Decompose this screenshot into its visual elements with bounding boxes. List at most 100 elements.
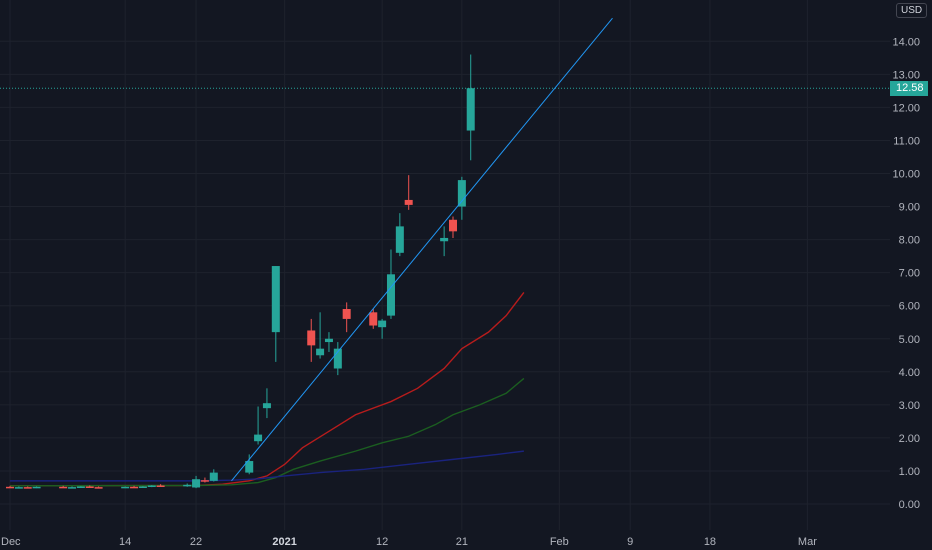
candle: [76, 486, 85, 488]
y-tick-label: 8.00: [899, 235, 920, 247]
y-tick-label: 4.00: [899, 367, 920, 379]
candle-body: [147, 485, 156, 487]
moving-average-lines: [9, 292, 525, 487]
candle-body: [395, 226, 404, 253]
y-tick-label: 12.00: [892, 102, 920, 114]
price-axis[interactable]: 0.00 1.00 2.00 3.00 4.00 5.00 6.00 7.00 8.00 9.00…: [892, 36, 920, 511]
candle: [457, 176, 466, 220]
y-tick-label: 11.00: [893, 135, 920, 147]
candle-body: [404, 199, 413, 205]
candle: [121, 486, 130, 489]
candle-body: [14, 487, 23, 489]
candle: [378, 318, 387, 339]
candle-body: [121, 486, 130, 489]
candle-body: [271, 266, 280, 333]
candle-body: [138, 486, 147, 488]
candle-body: [324, 338, 333, 343]
candle: [386, 249, 395, 319]
candle: [333, 342, 342, 376]
candle: [307, 318, 316, 362]
candle: [156, 484, 165, 487]
candle-body: [6, 486, 14, 489]
candle: [23, 486, 32, 489]
candle-body: [316, 348, 325, 356]
candle: [147, 485, 156, 488]
candle: [209, 469, 218, 482]
candle-body: [85, 486, 94, 488]
x-tick-label: Feb: [550, 536, 569, 548]
candle-body: [440, 237, 449, 242]
candle-body: [156, 485, 165, 487]
y-tick-label: 0.00: [899, 499, 920, 511]
candle: [271, 266, 280, 362]
moving-average-line: [9, 377, 525, 487]
candle: [262, 388, 271, 419]
x-tick-label: Mar: [798, 536, 817, 548]
candle-body: [307, 330, 316, 346]
last-price-badge: 12.58: [890, 81, 928, 96]
y-tick-label: 7.00: [899, 268, 920, 280]
candle: [138, 486, 147, 488]
candle-body: [245, 461, 254, 473]
candle-body: [32, 486, 41, 489]
candle-body: [369, 312, 378, 326]
candle: [183, 483, 192, 487]
y-tick-label: 9.00: [899, 202, 920, 214]
moving-average-line: [10, 450, 524, 482]
y-tick-label: 6.00: [899, 301, 920, 313]
candle-body: [23, 487, 32, 489]
candle-body: [76, 486, 85, 488]
candle: [395, 213, 404, 257]
x-tick-label: 18: [704, 536, 716, 548]
candle: [254, 406, 263, 445]
candle: [85, 485, 94, 488]
candle-body: [342, 309, 351, 319]
candle: [404, 175, 413, 210]
candle-body: [262, 403, 271, 409]
candle-body: [254, 434, 263, 442]
x-tick-label: Dec: [1, 536, 21, 548]
candle-body: [333, 348, 342, 369]
candle-body: [94, 487, 103, 489]
moving-average-line: [9, 292, 525, 487]
candle: [245, 454, 254, 475]
candlestick-series: [6, 54, 475, 489]
y-tick-label: 3.00: [899, 400, 920, 412]
candle-body: [130, 486, 139, 489]
candle: [316, 312, 325, 359]
y-tick-label: 14.00: [892, 36, 920, 48]
candle-body: [449, 219, 457, 232]
x-tick-label: 2021: [272, 536, 296, 548]
y-tick-label: 10.00: [892, 169, 920, 181]
candle: [449, 216, 457, 238]
candle: [14, 486, 23, 489]
x-tick-label: 9: [627, 536, 633, 548]
candle-body: [200, 480, 209, 482]
candle-body: [386, 274, 395, 316]
chart-grid: [0, 0, 890, 530]
y-tick-label: 1.00: [899, 466, 920, 478]
candle: [369, 309, 378, 329]
candle: [466, 54, 475, 161]
trendline[interactable]: [231, 17, 613, 482]
candle-body: [192, 479, 201, 488]
x-tick-label: 21: [456, 536, 468, 548]
x-tick-label: 14: [119, 536, 131, 548]
candle: [342, 302, 351, 333]
currency-label[interactable]: USD: [896, 3, 928, 18]
candle-body: [183, 484, 192, 487]
candle-body: [209, 472, 218, 481]
candle: [130, 485, 139, 489]
candle: [94, 486, 103, 489]
candle-body: [68, 487, 77, 489]
candle: [200, 477, 209, 483]
candle: [6, 485, 14, 489]
y-tick-label: 2.00: [899, 433, 920, 445]
candle: [192, 475, 201, 489]
candle: [32, 486, 41, 489]
x-tick-label: 12: [376, 536, 388, 548]
time-axis[interactable]: Dec 14 22 2021 12 21 Feb 9 18 Mar: [1, 536, 817, 548]
candle: [68, 486, 77, 489]
candle: [324, 332, 333, 352]
